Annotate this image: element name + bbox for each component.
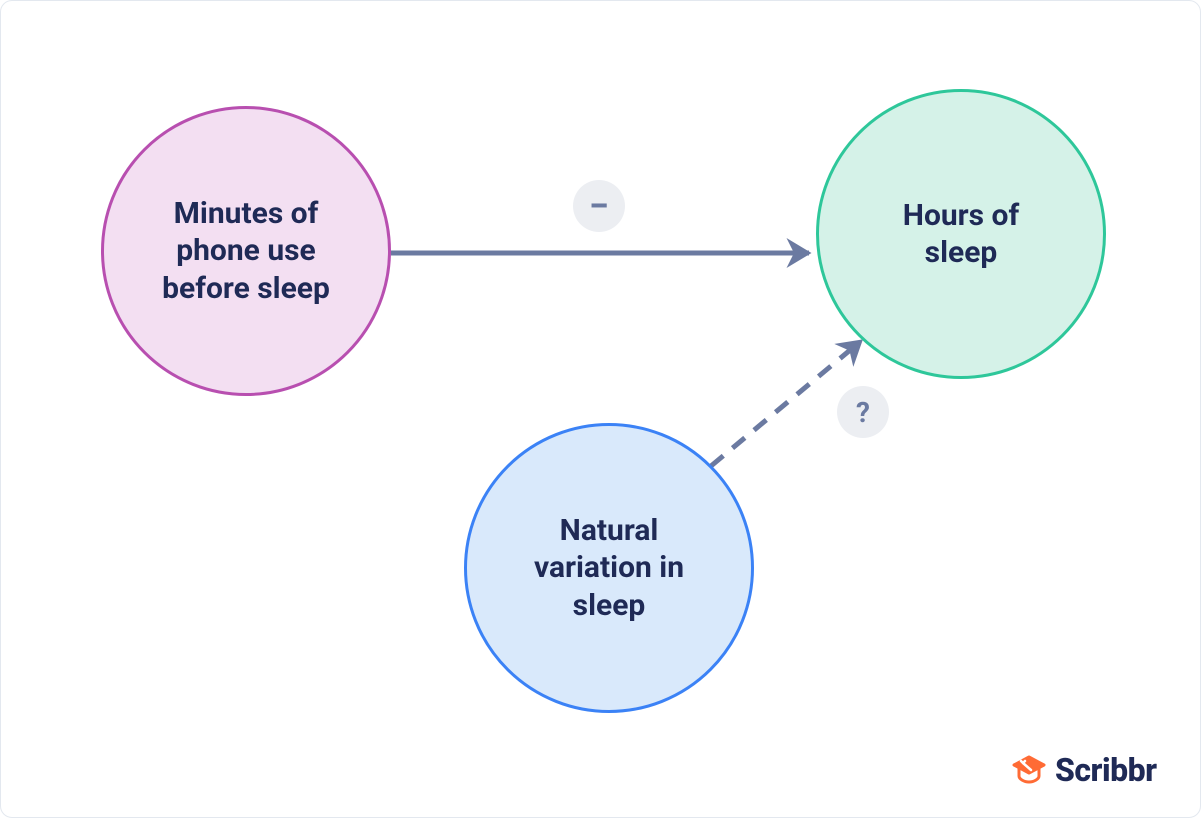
edge-label-question: ? (837, 386, 889, 438)
question-icon: ? (856, 396, 870, 429)
scribbr-logo-text: Scribbr (1055, 751, 1157, 789)
diagram-canvas: Minutes ofphone usebefore sleep Hours of… (0, 0, 1201, 818)
node-phone-use-label: Minutes ofphone usebefore sleep (162, 195, 330, 308)
node-natural-variation: Naturalvariation insleep (464, 423, 754, 713)
scribbr-cap-icon (1011, 752, 1047, 788)
minus-icon: − (589, 185, 609, 227)
node-phone-use: Minutes ofphone usebefore sleep (101, 106, 391, 396)
node-hours-sleep: Hours ofsleep (816, 89, 1106, 379)
edge-label-minus: − (573, 180, 625, 232)
node-hours-sleep-label: Hours ofsleep (903, 197, 1019, 272)
scribbr-logo: Scribbr (1011, 751, 1157, 789)
node-natural-variation-label: Naturalvariation insleep (534, 512, 684, 625)
